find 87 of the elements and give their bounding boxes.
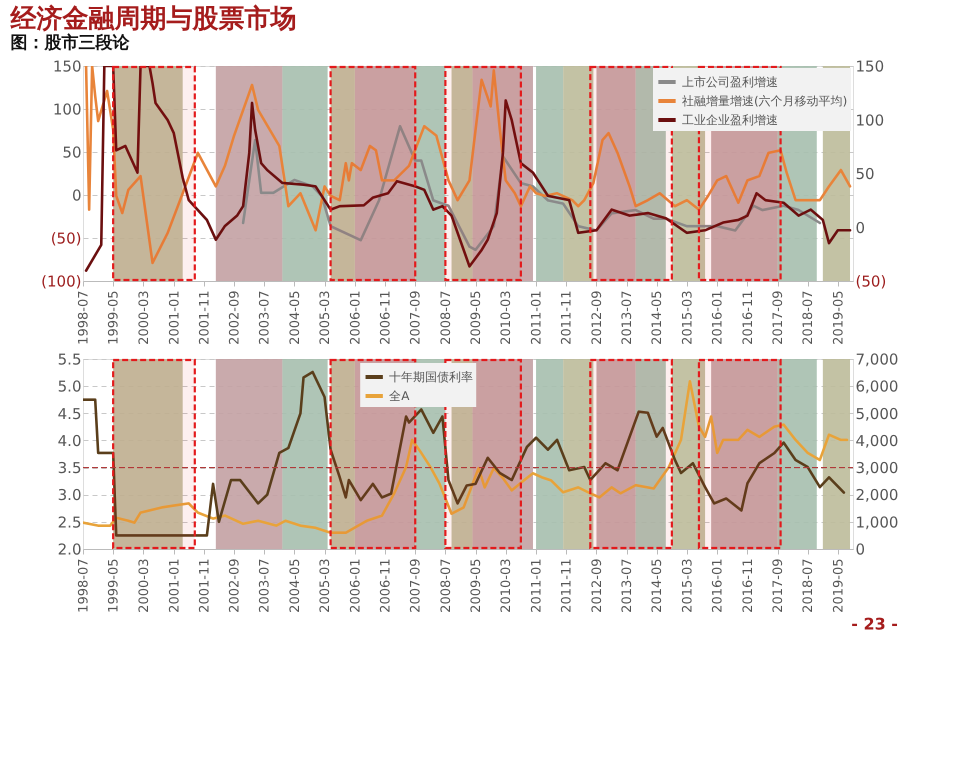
x-tick-label: 2012-09 xyxy=(590,558,605,613)
chart-title: 经济金融周期与股票市场 xyxy=(10,4,297,34)
y2-tick-label: (50) xyxy=(856,272,886,290)
x-tick-label: 2014-05 xyxy=(650,290,666,345)
x-tick-label: 2007-09 xyxy=(408,558,424,613)
y2-tick-label: 0 xyxy=(856,218,866,237)
x-tick-label: 2008-07 xyxy=(438,558,454,613)
y2-tick-label: 150 xyxy=(856,58,884,76)
y-tick-label: 150 xyxy=(52,58,82,76)
y-tick-label: 5.5 xyxy=(58,350,82,368)
x-tick-label: 2010-03 xyxy=(499,558,514,613)
x-tick-label: 2018-07 xyxy=(801,558,816,613)
x-tick-label: 2019-05 xyxy=(831,290,846,345)
x-tick-label: 1998-07 xyxy=(76,558,92,613)
y2-tick-label: 50 xyxy=(856,165,875,183)
x-tick-label: 2003-07 xyxy=(258,558,273,613)
legend-label: 上市公司盈利增速 xyxy=(682,75,778,89)
y2-tick-label: 3,000 xyxy=(856,459,898,478)
x-tick-label: 2006-01 xyxy=(348,290,364,345)
x-tick-label: 2007-09 xyxy=(408,290,424,345)
x-tick-label: 1999-05 xyxy=(106,558,122,613)
x-tick-label: 2006-01 xyxy=(348,558,364,613)
x-tick-label: 2013-07 xyxy=(620,558,636,613)
x-tick-label: 2009-05 xyxy=(469,290,484,345)
x-tick-label: 2003-07 xyxy=(258,290,273,345)
x-tick-label: 1998-07 xyxy=(76,290,92,345)
x-tick-label: 2005-03 xyxy=(318,290,334,345)
x-tick-label: 2011-11 xyxy=(560,290,575,345)
legend-label: 十年期国债利率 xyxy=(389,370,474,384)
y-tick-label: (50) xyxy=(50,230,82,248)
x-tick-label: 1999-05 xyxy=(106,290,122,345)
x-tick-label: 2001-01 xyxy=(167,290,182,345)
y2-tick-label: 100 xyxy=(856,111,884,130)
x-tick-label: 2000-03 xyxy=(136,290,152,345)
x-tick-label: 2006-11 xyxy=(378,290,394,345)
x-tick-label: 2016-11 xyxy=(740,558,756,613)
y-tick-label: 2.0 xyxy=(58,540,82,558)
legend-label: 全A xyxy=(389,389,410,403)
x-tick-label: 2013-07 xyxy=(620,290,636,345)
y-tick-label: 4.5 xyxy=(58,404,82,423)
legend-label: 工业企业盈利增速 xyxy=(682,113,778,127)
y-tick-label: 4.0 xyxy=(58,432,82,450)
y-tick-label: (100) xyxy=(41,272,82,290)
y2-tick-label: 6,000 xyxy=(856,378,898,396)
y-tick-label: 50 xyxy=(62,144,82,162)
x-tick-label: 2010-03 xyxy=(499,290,514,345)
x-tick-label: 2017-09 xyxy=(771,558,786,613)
x-tick-label: 2009-05 xyxy=(469,558,484,613)
y2-tick-label: 1,000 xyxy=(856,513,898,532)
x-tick-label: 2011-01 xyxy=(530,558,545,613)
x-tick-label: 2001-11 xyxy=(197,290,212,345)
x-tick-label: 2001-11 xyxy=(197,558,212,613)
y2-tick-label: 5,000 xyxy=(856,404,898,423)
y-tick-label: 5.0 xyxy=(58,378,82,396)
x-tick-label: 2018-07 xyxy=(801,290,816,345)
y2-tick-label: 2,000 xyxy=(856,486,898,504)
x-tick-label: 2004-05 xyxy=(288,558,303,613)
y2-tick-label: 0 xyxy=(856,540,866,558)
x-tick-label: 2014-05 xyxy=(650,558,666,613)
x-tick-label: 2019-05 xyxy=(831,558,846,613)
x-tick-label: 2008-07 xyxy=(438,290,454,345)
y2-tick-label: 4,000 xyxy=(856,432,898,450)
x-tick-label: 2006-11 xyxy=(378,558,394,613)
x-tick-label: 2002-09 xyxy=(228,558,243,613)
x-tick-label: 2016-01 xyxy=(710,290,726,345)
text: - 23 - xyxy=(851,614,898,634)
y2-tick-label: 7,000 xyxy=(856,350,898,368)
x-tick-label: 2004-05 xyxy=(288,290,303,345)
x-tick-label: 2000-03 xyxy=(136,558,152,613)
x-tick-label: 2005-03 xyxy=(318,558,334,613)
y-tick-label: 0 xyxy=(72,186,82,204)
x-tick-label: 2011-11 xyxy=(560,558,575,613)
x-tick-label: 2012-09 xyxy=(590,290,605,345)
x-tick-label: 2017-09 xyxy=(771,290,786,345)
x-tick-label: 2011-01 xyxy=(530,290,545,345)
y-tick-label: 3.0 xyxy=(58,486,82,504)
legend-label: 社融增量增速(六个月移动平均) xyxy=(682,94,848,108)
y-tick-label: 100 xyxy=(52,100,82,118)
chart-subtitle: 图：股市三段论 xyxy=(10,33,131,53)
x-tick-label: 2002-09 xyxy=(228,290,243,345)
x-tick-label: 2001-01 xyxy=(167,558,182,613)
x-tick-label: 2016-11 xyxy=(740,290,756,345)
y-tick-label: 2.5 xyxy=(58,513,82,532)
x-tick-label: 2015-03 xyxy=(680,290,696,345)
y-tick-label: 3.5 xyxy=(58,459,82,478)
x-tick-label: 2016-01 xyxy=(710,558,726,613)
x-tick-label: 2015-03 xyxy=(680,558,696,613)
